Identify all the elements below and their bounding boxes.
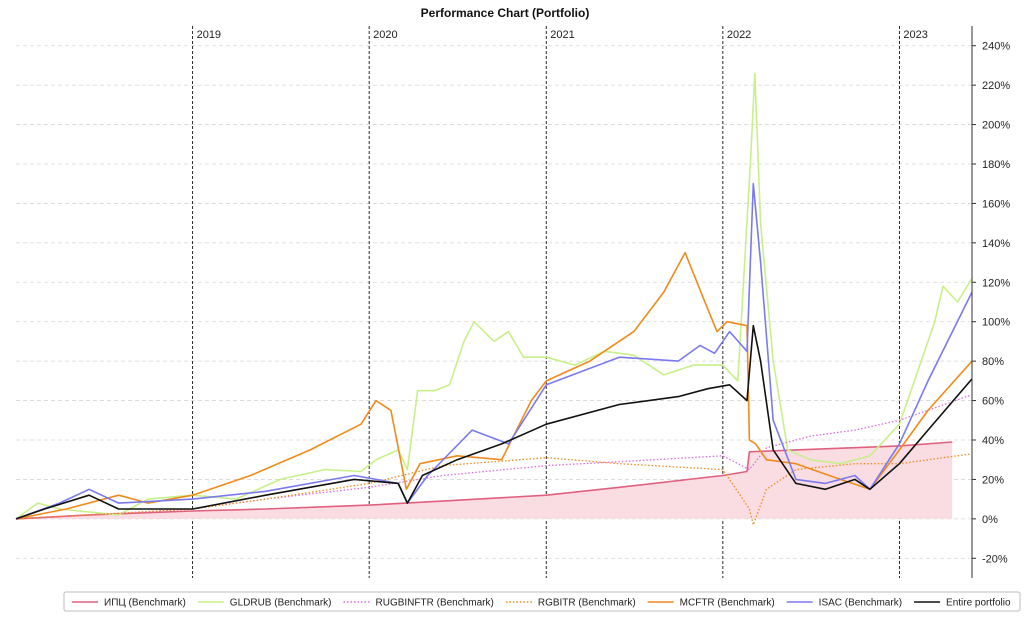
- y-tick-label: 140%: [982, 238, 1010, 250]
- legend: ИПЦ (Benchmark) GLDRUB (Benchmark) RUGBINF…: [63, 591, 1021, 612]
- series-lines: [15, 72, 973, 526]
- y-tick-label: 220%: [982, 80, 1010, 92]
- series-line: [15, 72, 973, 520]
- year-label: 2019: [197, 29, 221, 41]
- legend-entry: MCFTR (Benchmark): [680, 598, 775, 609]
- y-tick-label: 100%: [982, 317, 1010, 329]
- legend-box: [63, 591, 1021, 612]
- year-label: 2022: [727, 29, 751, 41]
- legend-entry: ИПЦ (Benchmark): [104, 598, 186, 609]
- year-label: 2021: [550, 29, 574, 41]
- series-area-fill: [16, 442, 953, 519]
- y-tick-label: -20%: [982, 553, 1008, 565]
- series-line: [15, 324, 973, 520]
- y-tick-label: 60%: [982, 396, 1004, 408]
- y-axis: -20% 0% 20% 40% 60% 80% 100% 120% 140% 160% 180% 20…: [971, 26, 1010, 578]
- legend-entry: Entire portfolio: [946, 598, 1011, 609]
- legend-entry: GLDRUB (Benchmark): [230, 598, 332, 609]
- series-line: [15, 453, 973, 526]
- legend-entry: RUGBINFTR (Benchmark): [376, 598, 494, 609]
- y-tick-label: 160%: [982, 198, 1010, 210]
- y-tick-label: 20%: [982, 474, 1004, 486]
- y-tick-label: 200%: [982, 120, 1010, 132]
- y-tick-label: 180%: [982, 159, 1010, 171]
- y-tick-label: 80%: [982, 356, 1004, 368]
- year-label: 2023: [903, 29, 927, 41]
- series-line: [15, 251, 973, 520]
- y-tick-label: 0%: [982, 514, 998, 526]
- y-tick-label: 120%: [982, 277, 1010, 289]
- legend-entry: RGBITR (Benchmark): [538, 598, 636, 609]
- legend-entry: ISAC (Benchmark): [819, 598, 902, 609]
- y-tick-label: 240%: [982, 41, 1010, 53]
- y-tick-label: 40%: [982, 435, 1004, 447]
- year-label: 2020: [373, 29, 397, 41]
- gridlines: [16, 45, 972, 559]
- series-line: [15, 182, 973, 520]
- chart-title: Performance Chart (Portfolio): [421, 6, 590, 20]
- series-line: [15, 394, 973, 520]
